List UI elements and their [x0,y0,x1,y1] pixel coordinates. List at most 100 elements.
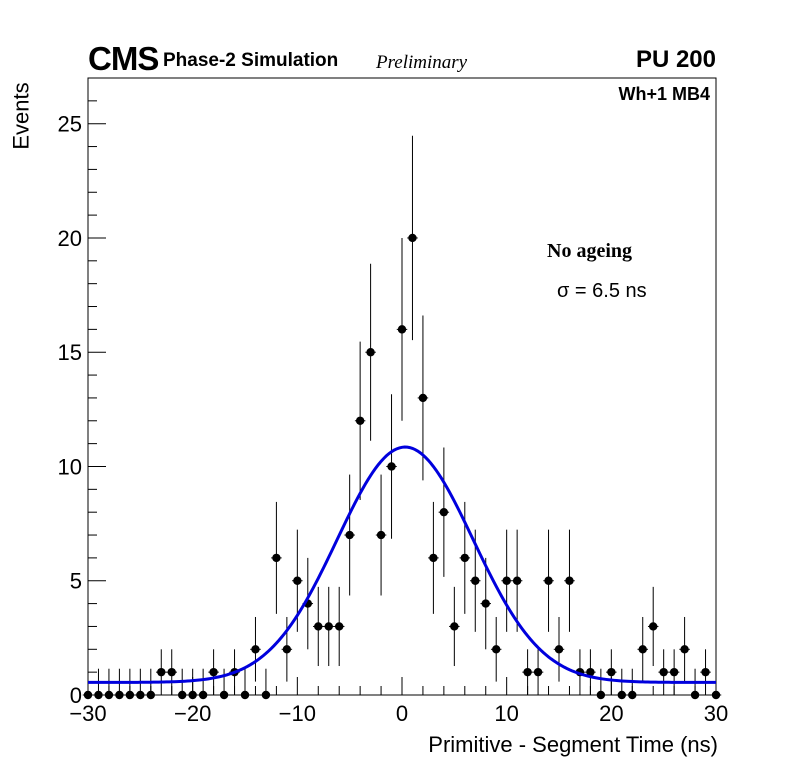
point-marker [482,599,490,607]
point-marker [659,668,667,676]
point-marker [147,691,155,699]
point-marker [628,691,636,699]
point-marker [168,668,176,676]
y-tick-label: 10 [58,454,82,479]
point-marker [199,691,207,699]
data-point [585,649,595,695]
data-point [564,530,574,632]
point-marker [461,554,469,562]
point-marker [597,691,605,699]
experiment-label: CMS [88,40,158,78]
point-marker [691,691,699,699]
point-marker [366,348,374,356]
data-point [386,394,396,539]
data-point [125,669,135,699]
data-point [439,448,449,577]
point-marker [440,508,448,516]
point-marker [335,622,343,630]
data-point [146,669,156,699]
data-point [324,587,334,666]
x-tick-label: 0 [396,701,408,726]
point-marker [534,668,542,676]
y-tick-label: 5 [70,569,82,594]
data-point [617,669,627,699]
point-marker [523,668,531,676]
point-marker [126,691,134,699]
data-point [344,475,354,596]
data-point [460,502,470,614]
data-point [407,136,417,340]
data-point [543,530,553,632]
y-tick-label: 25 [58,112,82,137]
y-tick-label: 15 [58,340,82,365]
data-point [533,649,543,695]
point-marker [618,691,626,699]
data-point [606,649,616,695]
sigma-label: σ = 6.5 ns [557,280,647,303]
data-point [627,669,637,699]
data-point [261,669,271,699]
point-marker [157,668,165,676]
data-point [449,587,459,666]
point-marker [450,622,458,630]
point-marker [105,691,113,699]
point-marker [283,645,291,653]
data-point [522,649,532,695]
data-point [198,669,208,699]
point-marker [115,691,123,699]
point-marker [701,668,709,676]
point-marker [398,325,406,333]
region-label: Wh+1 MB4 [618,84,710,105]
point-marker [272,554,280,562]
point-marker [408,234,416,242]
x-tick-label: 30 [704,701,728,726]
data-point [240,669,250,699]
point-marker [377,531,385,539]
point-marker [209,668,217,676]
scenario-label: No ageing [547,240,632,263]
point-marker [429,554,437,562]
data-point [501,530,511,632]
x-tick-label: −10 [279,701,316,726]
point-marker [670,668,678,676]
data-point [700,649,710,695]
point-marker [241,691,249,699]
data-point [658,649,668,695]
data-point [669,649,679,695]
y-tick-label: 20 [58,226,82,251]
data-point [156,649,166,695]
data-point [93,669,103,699]
point-marker [220,691,228,699]
pileup-label: PU 200 [636,46,716,74]
data-point [83,669,93,699]
data-point [177,669,187,699]
data-point [167,649,177,695]
data-points [83,136,721,699]
point-marker [84,691,92,699]
data-point [711,669,721,699]
point-marker [565,577,573,585]
data-point [135,669,145,699]
point-marker [178,691,186,699]
point-marker [492,645,500,653]
point-marker [356,417,364,425]
data-point [679,617,689,682]
point-marker [649,622,657,630]
point-marker [293,577,301,585]
point-marker [513,577,521,585]
data-point [187,669,197,699]
data-point [690,669,700,699]
subtitle-label: Phase-2 Simulation [163,50,338,72]
fit-curve [88,447,716,682]
point-marker [314,622,322,630]
y-tick-label: 0 [70,683,82,708]
point-marker [607,668,615,676]
x-tick-label: −20 [174,701,211,726]
data-point [355,342,365,500]
data-point [313,587,323,666]
data-point [376,475,386,596]
x-axis-label: Primitive - Segment Time (ns) [428,732,718,758]
point-marker [136,691,144,699]
point-marker [502,577,510,585]
point-marker [544,577,552,585]
